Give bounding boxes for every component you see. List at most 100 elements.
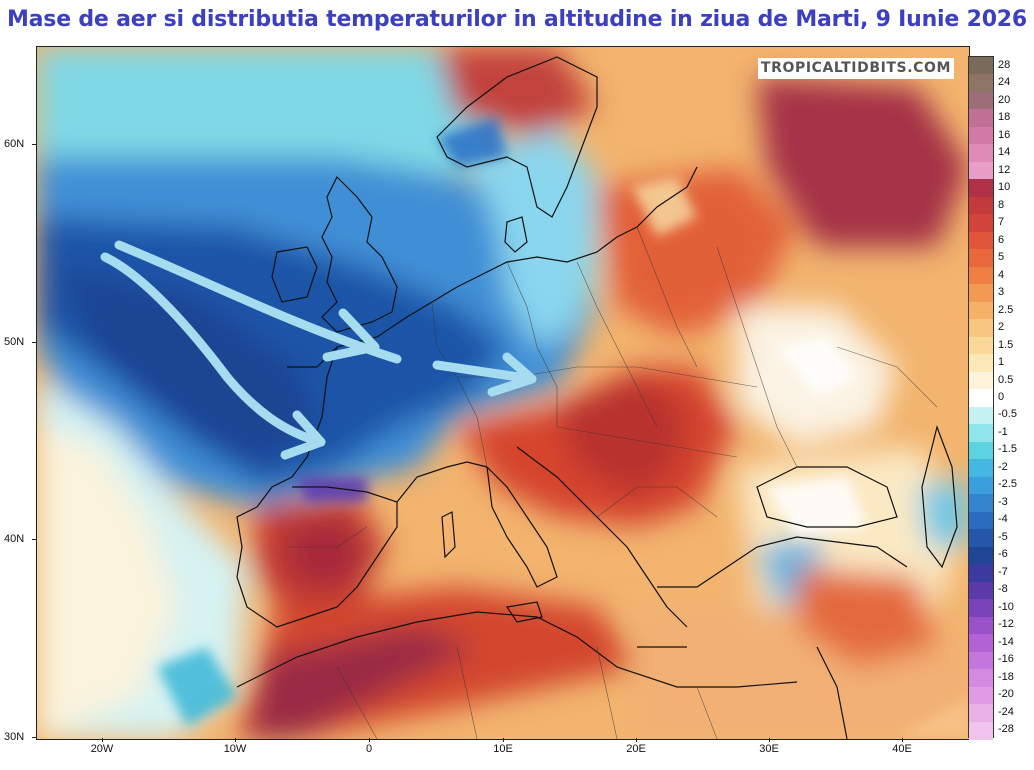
colorbar-swatch — [969, 441, 993, 460]
colorbar-swatch — [969, 581, 993, 600]
atlantic-northern-arrow — [114, 240, 402, 364]
colorbar-label: 14 — [998, 146, 1011, 159]
colorbar-swatch — [969, 511, 993, 530]
lat-tick — [32, 539, 36, 540]
colorbar-label: -6 — [998, 548, 1008, 561]
colorbar-label: -20 — [998, 688, 1014, 701]
lat-label-30n: 30N — [4, 731, 25, 743]
lon-label-10w: 10W — [223, 743, 247, 755]
map-title: Mase de aer si distributia temperaturilo… — [6, 7, 1028, 32]
colorbar-label: -12 — [998, 618, 1014, 631]
colorbar-label: -8 — [998, 583, 1008, 596]
colorbar-label: -1.5 — [998, 443, 1017, 456]
colorbar-swatch — [969, 616, 993, 635]
colorbar-swatch — [969, 144, 993, 163]
lon-label-10e: 10E — [493, 743, 513, 755]
colorbar-swatch — [969, 249, 993, 268]
colorbar-label: 2 — [998, 321, 1005, 334]
atlantic-northern-arrow-head — [322, 308, 380, 362]
colorbar-label: 10 — [998, 181, 1011, 194]
atlantic-southern-arrow — [100, 252, 326, 447]
colorbar-swatch — [969, 266, 993, 285]
lon-tick — [235, 738, 236, 742]
colorbar-swatch — [969, 529, 993, 548]
lon-tick — [769, 738, 770, 742]
colorbar-label: 16 — [998, 128, 1011, 141]
colorbar-label: 18 — [998, 111, 1011, 124]
colorbar-swatch — [969, 57, 993, 75]
colorbar-label: -14 — [998, 635, 1014, 648]
colorbar-label: -4 — [998, 513, 1008, 526]
colorbar-label: 4 — [998, 268, 1005, 281]
lat-tick — [32, 737, 36, 738]
colorbar-label: 2.5 — [998, 303, 1014, 316]
colorbar-label: 0.5 — [998, 373, 1014, 386]
colorbar-label: -2.5 — [998, 478, 1017, 491]
watermark-label: TROPICALTIDBITS.COM — [758, 58, 954, 79]
colorbar-swatch — [969, 494, 993, 513]
colorbar-swatch — [969, 669, 993, 688]
colorbar-label: 0 — [998, 391, 1005, 403]
colorbar-label: -10 — [998, 600, 1014, 613]
lon-label-20w: 20W — [90, 743, 114, 755]
colorbar-label: 7 — [998, 216, 1005, 229]
lat-label-60n: 60N — [4, 138, 25, 150]
colorbar-swatch — [969, 284, 993, 303]
colorbar-swatch — [969, 161, 993, 180]
colorbar-swatch — [969, 634, 993, 653]
colorbar-label: 28 — [998, 58, 1011, 71]
lon-tick — [503, 738, 504, 742]
colorbar-swatch — [969, 599, 993, 618]
colorbar-label: -16 — [998, 653, 1014, 666]
lon-tick — [636, 738, 637, 742]
colorbar-swatch — [969, 651, 993, 670]
colorbar-swatch — [969, 179, 993, 198]
colorbar-label: -7 — [998, 565, 1008, 578]
colorbar-swatch — [969, 704, 993, 723]
colorbar-label: 5 — [998, 251, 1005, 264]
colorbar-label: 1.5 — [998, 338, 1014, 351]
colorbar-label: 8 — [998, 198, 1005, 211]
colorbar-swatch — [969, 371, 993, 390]
colorbar-swatch — [969, 389, 993, 408]
france-germany-arrow-head — [487, 352, 537, 397]
lat-tick — [32, 144, 36, 145]
colorbar-swatch — [969, 546, 993, 565]
colorbar-swatch — [969, 424, 993, 443]
colorbar-swatch — [969, 196, 993, 215]
colorbar-label: 6 — [998, 233, 1005, 246]
colorbar-label: 1 — [998, 356, 1005, 369]
lon-tick — [102, 738, 103, 742]
colorbar-label: -2 — [998, 460, 1008, 473]
colorbar-label: -0.5 — [998, 408, 1017, 421]
colorbar-swatch — [969, 214, 993, 233]
colorbar-swatch — [969, 301, 993, 320]
colorbar-label: 24 — [998, 76, 1011, 89]
colorbar-swatch — [969, 459, 993, 478]
colorbar-swatch — [969, 74, 993, 93]
colorbar-swatch — [969, 354, 993, 373]
colorbar-label: -5 — [998, 530, 1008, 543]
colorbar-label: -18 — [998, 670, 1014, 683]
colorbar-swatch — [969, 564, 993, 583]
colorbar-label: 20 — [998, 93, 1011, 106]
colorbar-swatch — [969, 126, 993, 145]
temperature-colorbar — [968, 56, 994, 740]
colorbar-label: -1 — [998, 425, 1008, 438]
lon-label-0: 0 — [365, 743, 373, 755]
colorbar-label: -3 — [998, 495, 1008, 508]
colorbar-swatch — [969, 721, 993, 740]
colorbar-swatch — [969, 336, 993, 355]
colorbar-label: 3 — [998, 286, 1005, 299]
colorbar-swatch — [969, 91, 993, 110]
colorbar-swatch — [969, 319, 993, 338]
france-germany-arrow — [432, 360, 537, 384]
colorbar-swatch — [969, 109, 993, 128]
colorbar-swatch — [969, 476, 993, 495]
colorbar-swatch — [969, 231, 993, 250]
lon-label-20e: 20E — [626, 743, 646, 755]
lon-tick — [902, 738, 903, 742]
lat-label-50n: 50N — [4, 336, 25, 348]
lon-tick — [369, 738, 370, 742]
colorbar-label: -28 — [998, 723, 1014, 736]
